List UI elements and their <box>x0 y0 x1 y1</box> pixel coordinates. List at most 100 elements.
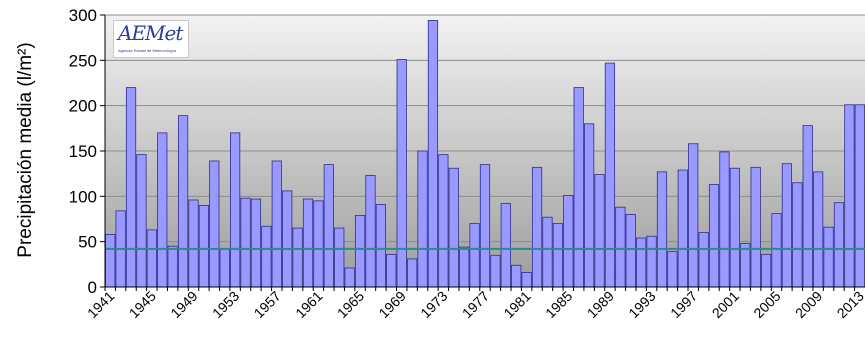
x-tick-label: 1965 <box>334 288 367 321</box>
bar <box>250 198 262 288</box>
bar <box>459 246 470 288</box>
x-tick-label: 1973 <box>417 288 450 321</box>
x-tick-label: 1985 <box>542 288 575 321</box>
bar <box>292 227 303 288</box>
bar <box>209 160 220 288</box>
bar <box>594 174 605 288</box>
bar <box>386 253 397 288</box>
bar <box>688 143 699 288</box>
bar <box>490 254 501 288</box>
x-tick-label: 1993 <box>625 288 658 321</box>
bar <box>240 197 251 288</box>
bars <box>105 20 865 288</box>
bar <box>125 87 137 288</box>
bar <box>584 123 595 288</box>
bar <box>177 115 189 288</box>
logo-subtitle: Agencia Estatal de Meteorología <box>118 48 176 53</box>
x-tick-label: 1957 <box>251 288 284 321</box>
bar <box>802 125 813 288</box>
bar <box>573 87 584 288</box>
x-tick-label: 1981 <box>500 288 533 321</box>
x-tick-label: 1949 <box>167 288 200 321</box>
y-axis: 0 50 100 150 200 250 300 <box>69 6 106 297</box>
bar <box>344 267 355 288</box>
bar <box>854 104 865 288</box>
y-tick-label: 100 <box>69 187 97 206</box>
bar <box>823 226 834 288</box>
y-tick-label: 300 <box>69 6 97 25</box>
bar <box>323 164 334 288</box>
bar <box>646 235 657 288</box>
aemet-logo: AEMet Agencia Estatal de Meteorología <box>113 20 189 58</box>
bar <box>448 167 459 288</box>
bar <box>636 237 647 288</box>
bar <box>365 175 376 288</box>
bar <box>157 132 168 288</box>
y-axis-label: Precipitación media (l/m²) <box>15 42 36 257</box>
bar <box>469 223 480 288</box>
bar <box>198 204 210 288</box>
bar <box>334 227 345 288</box>
y-tick-label: 150 <box>69 142 97 161</box>
bar <box>719 151 730 288</box>
bar <box>511 264 522 288</box>
bar <box>771 213 782 288</box>
bar <box>542 216 553 288</box>
bar <box>479 164 491 288</box>
bar <box>604 62 616 288</box>
bar <box>146 229 157 288</box>
bar <box>230 132 241 288</box>
y-tick-label: 0 <box>88 278 97 297</box>
bar <box>188 199 199 288</box>
bar <box>136 154 147 288</box>
x-tick-label: 1969 <box>375 288 408 321</box>
y-tick-label: 250 <box>69 51 97 70</box>
x-tick-label: 2009 <box>792 288 825 321</box>
bar <box>750 166 761 288</box>
bar <box>354 214 366 288</box>
x-tick-label: 1961 <box>292 288 325 321</box>
bar <box>698 232 709 288</box>
bar <box>375 204 386 288</box>
bar <box>677 169 688 288</box>
bar <box>261 225 272 288</box>
bar <box>563 195 574 288</box>
bar <box>105 234 116 288</box>
bar <box>500 203 511 288</box>
x-tick-label: 2005 <box>750 288 783 321</box>
bar <box>729 167 740 288</box>
bar <box>438 154 449 288</box>
y-tick-label: 200 <box>69 97 97 116</box>
x-tick-label: 2001 <box>709 288 742 321</box>
x-tick-label: 1953 <box>209 288 242 321</box>
bar <box>552 223 563 288</box>
y-tick-label: 50 <box>78 233 97 252</box>
bar <box>521 272 532 288</box>
bar <box>302 198 314 288</box>
bar <box>282 190 293 288</box>
bar <box>417 150 428 288</box>
bar <box>219 248 230 288</box>
bar <box>813 171 824 288</box>
bar <box>792 182 803 288</box>
bar <box>833 202 845 288</box>
bar <box>656 171 668 288</box>
bar <box>167 245 178 288</box>
x-axis: 1941 1945 1949 1953 1957 1961 1965 1969 1973 1977… <box>84 286 865 321</box>
x-tick-label: 2013 <box>834 288 865 321</box>
bar <box>396 59 407 288</box>
bar <box>615 206 626 288</box>
bar <box>740 243 751 288</box>
bar <box>271 160 282 288</box>
bar <box>667 251 678 288</box>
bar <box>313 200 324 288</box>
x-tick-label: 1989 <box>584 288 617 321</box>
bar <box>708 184 720 288</box>
x-tick-label: 1997 <box>667 288 700 321</box>
bar <box>844 104 855 288</box>
bar <box>407 258 418 288</box>
bar <box>781 163 793 288</box>
bar <box>625 214 636 288</box>
bar <box>427 20 439 288</box>
